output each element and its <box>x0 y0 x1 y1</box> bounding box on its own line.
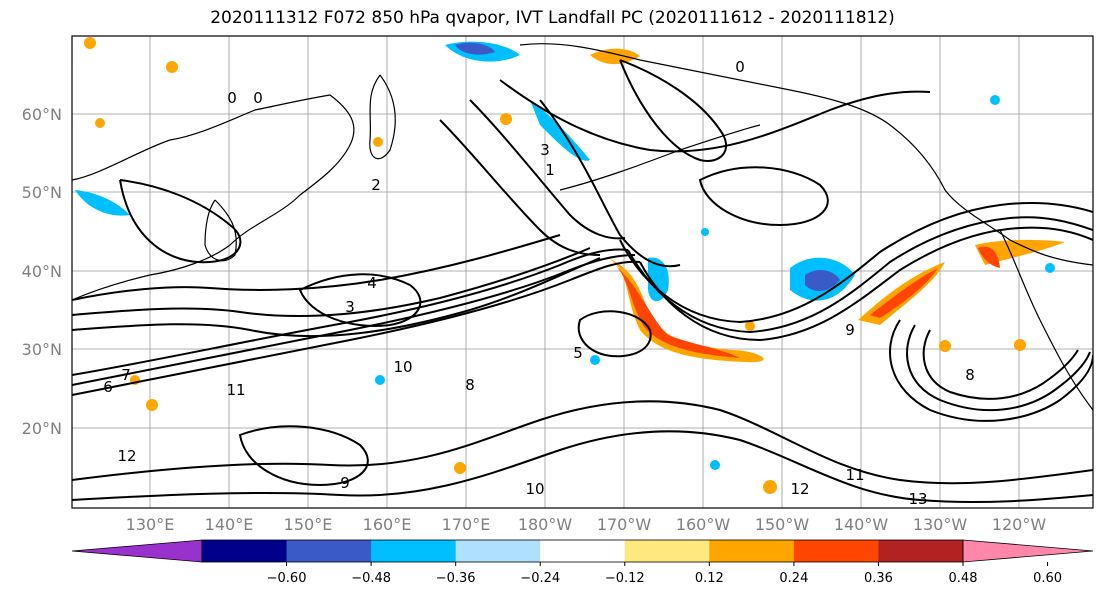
lat-label: 50°N <box>22 183 62 202</box>
lat-label: 20°N <box>22 419 62 438</box>
contour-label: 3 <box>345 298 355 316</box>
negative-anomaly-west <box>75 190 130 216</box>
colorbar-tick-label: 0.48 <box>949 571 978 586</box>
colorbar-tick-label: −0.12 <box>605 571 645 586</box>
contour-label: 7 <box>121 366 131 384</box>
contour-label: 8 <box>965 366 975 384</box>
map-frame <box>71 35 1094 509</box>
contour-label: 0 <box>735 58 745 76</box>
contour-label: 1 <box>545 161 555 179</box>
negative-anomaly-streak <box>530 100 590 161</box>
lon-label: 140°W <box>834 515 889 534</box>
contour-label: 12 <box>117 447 136 465</box>
contour-label: 0 <box>227 89 237 107</box>
lon-label: 140°E <box>205 515 254 534</box>
colorbar-segment <box>540 540 626 562</box>
contour-label: 13 <box>908 490 927 508</box>
lat-label: 40°N <box>22 262 62 281</box>
lon-label: 150°W <box>755 515 810 534</box>
contour-label: 8 <box>465 376 475 394</box>
contour-label: 9 <box>845 321 855 339</box>
colorbar-segment <box>878 540 964 562</box>
positive-anomaly-core <box>615 265 740 358</box>
lon-label: 180°W <box>518 515 573 534</box>
map-panel <box>72 36 1093 508</box>
colorbar-tick-label: 0.24 <box>779 571 808 586</box>
lon-label: 130°E <box>126 515 175 534</box>
colorbar-segment <box>709 540 795 562</box>
colorbar-extend-high <box>962 539 1094 563</box>
asia-coast <box>72 94 355 301</box>
latitude-labels: 60°N 50°N 40°N 30°N 20°N <box>22 105 62 438</box>
negative-anomaly-central <box>648 257 669 302</box>
positive-anomaly-east-core <box>870 268 938 318</box>
colorbar-tick-label: 0.12 <box>695 571 724 586</box>
lon-label: 130°W <box>913 515 968 534</box>
lon-label: 150°E <box>284 515 333 534</box>
north-america-west <box>999 229 1093 411</box>
colorbar-extend-low <box>71 539 203 563</box>
colorbar-outline <box>201 539 964 563</box>
contour-label: 6 <box>103 378 113 396</box>
negative-anomaly-northwest-core <box>455 42 495 55</box>
colorbar-tick-label: −0.36 <box>436 571 476 586</box>
graticule <box>72 36 1093 508</box>
kamchatka <box>369 74 396 160</box>
colorbar-tick-label: −0.24 <box>520 571 560 586</box>
map-title: 2020111312 F072 850 hPa qvapor, IVT Land… <box>210 8 895 28</box>
contour-label: 9 <box>340 474 350 492</box>
lon-label: 160°W <box>676 515 731 534</box>
colorbar-tick-label: −0.60 <box>267 571 307 586</box>
alaska-coast <box>519 43 1093 266</box>
lat-label: 30°N <box>22 340 62 359</box>
colorbar-segment <box>793 540 879 562</box>
contour-label: 11 <box>845 466 864 484</box>
colorbar: −0.60 −0.48 −0.36 −0.24 −0.12 0.12 0.24 0.36 0.4… <box>71 539 1094 586</box>
lat-label: 60°N <box>22 105 62 124</box>
positive-anomaly-band <box>608 258 764 363</box>
lon-label: 170°E <box>442 515 491 534</box>
contour-label: 10 <box>525 480 544 498</box>
contour-label: 3 <box>540 141 550 159</box>
colorbar-segment <box>455 540 541 562</box>
lon-label: 160°E <box>363 515 412 534</box>
positive-anomaly-north <box>590 48 640 65</box>
colorbar-tick-label: 0.60 <box>1033 571 1062 586</box>
contour-label: 4 <box>367 274 377 292</box>
colorbar-segment <box>624 540 710 562</box>
contour-label: 5 <box>573 344 583 362</box>
contour-label: 10 <box>393 358 412 376</box>
ivt-contours <box>72 59 1093 504</box>
lon-label: 120°W <box>992 515 1047 534</box>
lon-label: 170°W <box>597 515 652 534</box>
colorbar-segment <box>371 540 457 562</box>
colorbar-tick-label: 0.36 <box>864 571 893 586</box>
longitude-labels: 130°E 140°E 150°E 160°E 170°E 180°W 170°W 160°W… <box>126 515 1047 534</box>
colorbar-segment <box>202 540 288 562</box>
contour-label: 12 <box>790 480 809 498</box>
colorbar-tick-label: −0.48 <box>351 571 391 586</box>
positive-anomaly-coast-core <box>978 246 1000 268</box>
colorbar-segment <box>286 540 372 562</box>
contour-label: 2 <box>371 176 381 194</box>
contour-label: 0 <box>253 89 263 107</box>
contour-label: 11 <box>226 381 245 399</box>
qvapor-shading <box>75 37 1065 494</box>
negative-anomaly-east-core <box>805 269 840 292</box>
